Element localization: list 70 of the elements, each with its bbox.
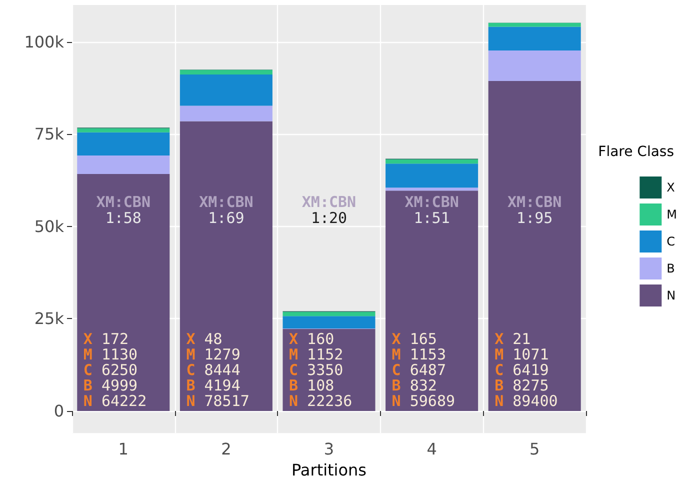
- bar: [180, 106, 272, 122]
- bar: [488, 50, 581, 82]
- bar: [386, 190, 478, 411]
- bar: [488, 26, 581, 50]
- y-tick-label: 50k: [34, 216, 65, 236]
- annotation: B 108: [289, 376, 334, 394]
- x-tick-label: 1: [118, 440, 128, 459]
- annotation: 1:58: [105, 208, 142, 227]
- annotation: B 4194: [186, 376, 240, 394]
- annotation: X 48: [186, 330, 222, 348]
- annotation: N 89400: [494, 392, 558, 410]
- annotation: X 172: [83, 330, 129, 348]
- bar: [180, 121, 272, 411]
- annotation: N 64222: [83, 392, 147, 410]
- bar: [282, 312, 376, 316]
- annotation: N 59689: [392, 392, 456, 410]
- annotation: C 6487: [392, 360, 446, 379]
- annotation: N 22236: [289, 392, 352, 410]
- bar: [386, 164, 478, 188]
- annotation: M 1130: [83, 345, 138, 364]
- annotation: N 78517: [186, 392, 250, 410]
- annotation: C 6250: [83, 360, 138, 379]
- legend-label: C: [666, 234, 676, 248]
- annotation: 1:69: [208, 208, 244, 227]
- annotation: C 3350: [289, 360, 344, 379]
- annotation: XM:CBN: [302, 192, 356, 211]
- bar: [180, 74, 272, 106]
- y-tick-label: 0: [54, 401, 64, 420]
- y-tick-label: 100k: [24, 32, 65, 52]
- bar: [488, 22, 581, 27]
- annotation: X 165: [392, 330, 437, 348]
- annotation: B 832: [392, 376, 437, 394]
- annotation: X 160: [289, 330, 334, 348]
- annotation: M 1279: [186, 345, 240, 364]
- bar: [77, 155, 170, 174]
- bar: [77, 128, 170, 132]
- annotation: B 8275: [494, 376, 549, 394]
- x-axis-title: Partitions: [291, 460, 367, 480]
- annotation: M 1153: [392, 345, 446, 364]
- annotation: B 4999: [83, 376, 138, 394]
- y-tick-label: 75k: [34, 124, 65, 144]
- annotation: X 21: [494, 330, 531, 348]
- bar: [488, 81, 581, 411]
- x-tick-label: 4: [426, 440, 437, 459]
- annotation: 1:51: [414, 208, 450, 227]
- x-tick-label: 5: [530, 440, 540, 459]
- annotation: 1:95: [516, 208, 553, 227]
- legend-title: Flare Class: [598, 144, 674, 160]
- annotation: 1:20: [310, 208, 348, 227]
- legend-label: B: [666, 262, 675, 276]
- legend-label: N: [666, 288, 676, 302]
- y-tick-label: 25k: [34, 309, 65, 328]
- annotation: XM:CBN: [199, 192, 254, 211]
- x-tick-label: 2: [221, 440, 232, 459]
- bar: [77, 174, 170, 411]
- bar: [77, 132, 170, 156]
- annotation: M 1071: [494, 345, 549, 364]
- x-tick-label: 3: [324, 440, 334, 459]
- legend-label: M: [666, 208, 678, 222]
- annotation: XM:CBN: [508, 192, 562, 211]
- annotation: XM:CBN: [96, 192, 150, 211]
- annotation: M 1152: [289, 345, 344, 364]
- bar: [386, 159, 478, 164]
- annotation: XM:CBN: [404, 192, 459, 211]
- bar: [282, 316, 376, 328]
- annotation: C 8444: [186, 360, 240, 379]
- annotation: C 6419: [494, 360, 549, 379]
- legend-label: X: [666, 180, 675, 194]
- bar: [180, 70, 272, 75]
- bar: [386, 188, 478, 191]
